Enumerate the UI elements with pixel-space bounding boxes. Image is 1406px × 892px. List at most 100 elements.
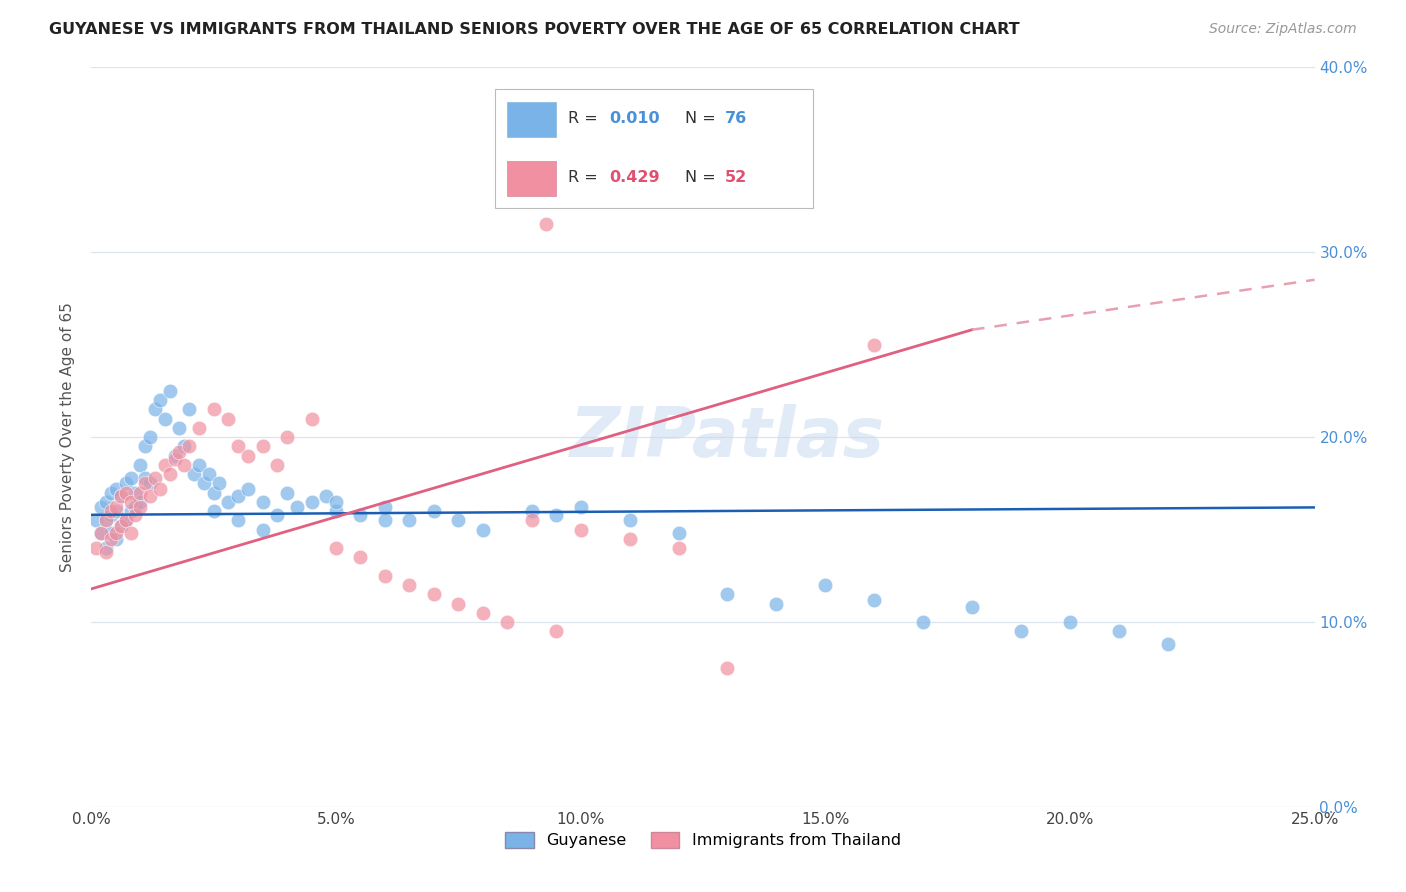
Text: N =: N = — [685, 112, 720, 127]
Point — [276, 485, 298, 500]
Point — [374, 513, 396, 527]
Point — [398, 513, 420, 527]
Point — [124, 500, 146, 515]
Point — [325, 495, 347, 509]
Text: 0.429: 0.429 — [609, 170, 659, 186]
Point — [315, 489, 337, 503]
Point — [301, 495, 323, 509]
Point — [163, 452, 186, 467]
Point — [100, 508, 122, 522]
Point — [104, 500, 127, 515]
Point — [149, 482, 172, 496]
Point — [276, 430, 298, 444]
Point — [100, 504, 122, 518]
Point — [104, 482, 127, 496]
Point — [143, 402, 166, 417]
Point — [120, 526, 142, 541]
FancyBboxPatch shape — [495, 89, 813, 208]
Point — [104, 504, 127, 518]
Point — [471, 606, 494, 620]
Point — [398, 578, 420, 592]
Point — [169, 445, 191, 459]
FancyBboxPatch shape — [508, 161, 557, 196]
Point — [301, 411, 323, 425]
Point — [159, 467, 181, 482]
Point — [912, 615, 935, 630]
Point — [188, 421, 211, 435]
Point — [863, 593, 886, 607]
Point — [104, 526, 127, 541]
Point — [349, 550, 371, 565]
Point — [716, 587, 738, 601]
Point — [226, 439, 249, 453]
Legend: Guyanese, Immigrants from Thailand: Guyanese, Immigrants from Thailand — [498, 826, 908, 855]
Point — [765, 597, 787, 611]
Point — [863, 337, 886, 351]
Point — [374, 569, 396, 583]
Point — [129, 495, 152, 509]
Point — [114, 485, 136, 500]
Point — [1059, 615, 1081, 630]
Point — [129, 458, 152, 472]
Point — [114, 513, 136, 527]
Point — [139, 430, 162, 444]
Point — [546, 508, 568, 522]
Point — [169, 421, 191, 435]
Point — [94, 513, 117, 527]
Point — [153, 458, 176, 472]
Point — [110, 489, 132, 503]
Point — [188, 458, 211, 472]
Point — [202, 504, 225, 518]
Point — [179, 402, 201, 417]
Point — [668, 541, 690, 555]
Point — [471, 523, 494, 537]
Point — [143, 471, 166, 485]
Point — [325, 504, 347, 518]
Point — [120, 471, 142, 485]
Point — [134, 476, 156, 491]
Point — [716, 661, 738, 675]
Point — [266, 508, 288, 522]
Point — [94, 495, 117, 509]
Point — [447, 513, 470, 527]
Point — [207, 476, 229, 491]
Point — [202, 485, 225, 500]
Point — [236, 482, 259, 496]
Point — [252, 523, 274, 537]
Point — [266, 458, 288, 472]
Point — [129, 500, 152, 515]
Point — [814, 578, 837, 592]
Point — [94, 541, 117, 555]
Point — [173, 458, 195, 472]
Point — [110, 519, 132, 533]
Point — [198, 467, 221, 482]
Point — [84, 513, 107, 527]
Point — [114, 476, 136, 491]
Point — [960, 600, 983, 615]
Point — [110, 489, 132, 503]
Point — [139, 489, 162, 503]
Point — [1010, 624, 1032, 639]
Point — [252, 439, 274, 453]
Point — [236, 449, 259, 463]
Point — [374, 500, 396, 515]
Point — [100, 485, 122, 500]
Point — [285, 500, 308, 515]
Y-axis label: Seniors Poverty Over the Age of 65: Seniors Poverty Over the Age of 65 — [60, 302, 76, 572]
Point — [619, 532, 641, 546]
Point — [520, 513, 543, 527]
Point — [139, 476, 162, 491]
Point — [496, 615, 519, 630]
Point — [349, 508, 371, 522]
Text: N =: N = — [685, 170, 720, 186]
Point — [94, 545, 117, 559]
Point — [569, 523, 592, 537]
Point — [423, 587, 446, 601]
Point — [120, 504, 142, 518]
Point — [90, 526, 112, 541]
Text: 76: 76 — [725, 112, 747, 127]
Point — [90, 500, 112, 515]
Point — [100, 532, 122, 546]
Point — [1157, 637, 1180, 651]
Point — [569, 500, 592, 515]
